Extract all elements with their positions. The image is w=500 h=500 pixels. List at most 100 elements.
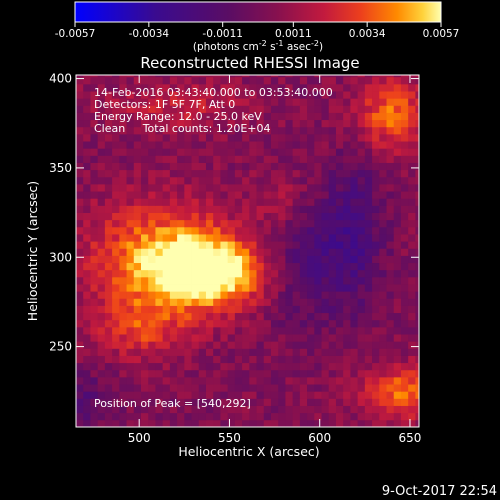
heatmap-cell <box>372 305 380 314</box>
heatmap-cell <box>292 334 301 342</box>
heatmap-cell <box>343 83 351 92</box>
heatmap-cell <box>97 405 106 414</box>
heatmap-cell <box>112 169 120 178</box>
heatmap-cell <box>191 298 200 306</box>
heatmap-cell <box>133 126 142 135</box>
heatmap-cell <box>104 119 113 128</box>
heatmap-cell <box>76 326 84 335</box>
heatmap-cell <box>263 75 272 78</box>
heatmap-cell <box>335 126 344 135</box>
heatmap-cell <box>177 419 185 427</box>
heatmap-cell <box>90 284 99 292</box>
heatmap-cell <box>227 141 236 149</box>
heatmap-cell <box>90 141 99 149</box>
heatmap-cell <box>155 148 164 156</box>
heatmap-cell <box>213 198 221 206</box>
heatmap-cell <box>314 298 322 306</box>
heatmap-cell <box>104 248 113 256</box>
heatmap-cell <box>242 334 250 342</box>
heatmap-cell <box>177 326 185 335</box>
heatmap-cell <box>205 105 214 113</box>
heatmap-cell <box>270 105 279 113</box>
heatmap-cell <box>140 241 149 249</box>
heatmap-cell <box>350 248 359 256</box>
heatmap-cell <box>83 91 91 99</box>
heatmap-cell <box>314 291 322 299</box>
heatmap-cell <box>140 419 149 427</box>
heatmap-cell <box>393 83 402 92</box>
heatmap-cell <box>213 419 221 427</box>
heatmap-cell <box>321 419 330 427</box>
heatmap-cell <box>169 326 178 335</box>
heatmap-cell <box>263 219 272 228</box>
heatmap-cell <box>328 312 337 321</box>
heatmap-cell <box>386 241 395 249</box>
heatmap-cell <box>242 369 250 378</box>
heatmap-cell <box>140 369 149 378</box>
heatmap-cell <box>227 75 236 78</box>
heatmap-cell <box>278 412 286 421</box>
heatmap-cell <box>198 262 207 271</box>
heatmap-cell <box>104 241 113 249</box>
heatmap-cell <box>234 369 243 378</box>
heatmap-cell <box>112 298 120 306</box>
heatmap-cell <box>227 276 236 285</box>
heatmap-cell <box>76 334 84 342</box>
heatmap-cell <box>270 405 279 414</box>
heatmap-cell <box>415 262 419 271</box>
heatmap-cell <box>169 355 178 364</box>
heatmap-cell <box>162 255 171 264</box>
heatmap-cell <box>198 391 207 399</box>
heatmap-cell <box>198 326 207 335</box>
heatmap-cell <box>249 405 257 414</box>
heatmap-cell <box>292 226 301 235</box>
heatmap-cell <box>104 398 113 406</box>
heatmap-cell <box>205 284 214 292</box>
heatmap-cell <box>213 155 221 163</box>
heatmap-cell <box>112 148 120 156</box>
heatmap-cell <box>97 326 106 335</box>
heatmap-cell <box>90 219 99 228</box>
heatmap-cell <box>90 198 99 206</box>
heatmap-cell <box>372 255 380 264</box>
heatmap-cell <box>126 362 135 371</box>
heatmap-cell <box>104 298 113 306</box>
heatmap-cell <box>372 248 380 256</box>
heatmap-cell <box>213 412 221 421</box>
heatmap-cell <box>299 169 308 178</box>
heatmap-cell <box>328 269 337 278</box>
heatmap-cell <box>314 241 322 249</box>
heatmap-cell <box>364 212 373 221</box>
heatmap-cell <box>213 284 221 292</box>
heatmap-cell <box>155 155 164 163</box>
heatmap-cell <box>227 219 236 228</box>
heatmap-cell <box>364 284 373 292</box>
heatmap-cell <box>184 183 192 192</box>
heatmap-cell <box>321 155 330 163</box>
heatmap-cell <box>227 262 236 271</box>
heatmap-cell <box>299 148 308 156</box>
heatmap-cell <box>372 198 380 206</box>
heatmap-cell <box>335 148 344 156</box>
heatmap-cell <box>148 119 156 128</box>
heatmap-cell <box>270 83 279 92</box>
heatmap-cell <box>126 91 135 99</box>
heatmap-cell <box>213 76 221 85</box>
heatmap-cell <box>379 75 387 78</box>
heatmap-cell <box>249 83 257 92</box>
y-tick-label: 350 <box>49 161 72 175</box>
heatmap-cell <box>357 362 366 371</box>
heatmap-cell <box>328 176 337 185</box>
heatmap-cell <box>90 191 99 199</box>
heatmap-cell <box>184 191 192 199</box>
heatmap-cell <box>133 83 142 92</box>
heatmap-cell <box>400 298 409 306</box>
heatmap-cell <box>357 398 366 406</box>
heatmap-cell <box>249 355 257 364</box>
heatmap-cell <box>364 205 373 213</box>
heatmap-cell <box>133 348 142 356</box>
heatmap-cell <box>386 355 395 364</box>
heatmap-cell <box>213 369 221 378</box>
heatmap-cell <box>227 376 236 385</box>
heatmap-cell <box>83 226 91 235</box>
